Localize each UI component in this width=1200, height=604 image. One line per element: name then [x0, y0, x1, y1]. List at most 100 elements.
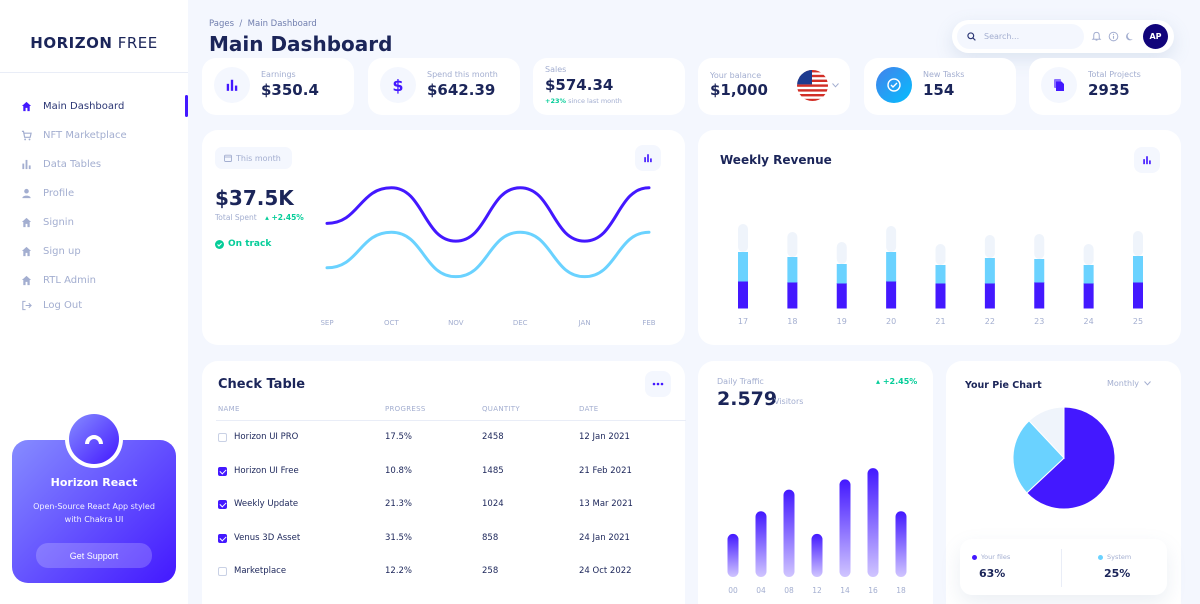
sidebar-item-main-dashboard[interactable]: Main Dashboard: [0, 92, 188, 121]
bar-segment: [1133, 282, 1143, 309]
app-logo[interactable]: HORIZON FREE: [30, 34, 158, 52]
pie-slice-3: [1028, 406, 1065, 460]
bar-segment: [1083, 265, 1094, 284]
table-cell-date: 13 Mar 2021: [579, 499, 633, 509]
person-icon: [20, 188, 32, 200]
stat-card-tasks: New Tasks 154: [864, 58, 1016, 115]
row-checkbox[interactable]: [218, 466, 227, 476]
sidebar-item-label: Main Dashboard: [43, 101, 125, 112]
search-input[interactable]: [984, 32, 1074, 41]
sidebar-item-signin[interactable]: Signin: [0, 208, 188, 237]
sidebar-item-log-out[interactable]: Log Out: [0, 295, 188, 315]
calendar-icon: [224, 154, 232, 162]
us-flag-icon[interactable]: [797, 70, 828, 101]
table-cell-date: 24 Jan 2021: [579, 532, 630, 543]
stat-card-balance: Your balance $1,000: [698, 58, 850, 115]
dollar-icon: $: [380, 67, 416, 103]
column-header-name[interactable]: NAME: [218, 405, 240, 413]
home-icon: [20, 246, 32, 258]
x-tick-label: 17: [738, 317, 748, 326]
pie-legend: Your files 63% System 25%: [960, 539, 1167, 595]
chart-options-button[interactable]: [635, 145, 661, 171]
check-table-title: Check Table: [218, 377, 306, 392]
bar-segment: [886, 226, 897, 252]
sidebar-item-nft-marketplace[interactable]: NFT Marketplace: [0, 121, 188, 150]
legend-value-your-files: 63%: [979, 567, 1006, 580]
column-header-quantity[interactable]: QUANTITY: [482, 405, 520, 413]
pie-slice-2: [1012, 420, 1065, 494]
table-cell-name: Horizon UI Free: [234, 465, 299, 476]
row-checkbox[interactable]: [218, 567, 227, 576]
logout-icon: [20, 299, 32, 311]
traffic-bar: [811, 533, 823, 577]
stat-label: Sales: [545, 65, 567, 74]
legend-dot: [1098, 554, 1103, 560]
bell-icon[interactable]: [1091, 31, 1102, 42]
x-tick-label: 25: [1133, 317, 1143, 326]
pie-slice-1: [1026, 406, 1116, 510]
sidebar-item-rtl-admin[interactable]: RTL Admin: [0, 266, 188, 295]
sidebar-item-label: NFT Marketplace: [43, 130, 127, 141]
row-checkbox[interactable]: [218, 500, 227, 509]
bar-segment: [1133, 256, 1143, 283]
chevron-down-icon: [1144, 381, 1151, 386]
get-support-button[interactable]: Get Support: [36, 543, 152, 568]
daily-traffic-chart: 00 04 08 12 14 16 18: [727, 468, 907, 595]
pie-chart: [1012, 406, 1116, 510]
row-checkbox[interactable]: [218, 433, 227, 442]
table-cell-progress: 31.5%: [385, 532, 413, 543]
bar-segment: [1034, 234, 1045, 259]
stat-label: Your balance: [710, 71, 762, 80]
task-check-icon: [876, 67, 912, 103]
stat-label: Earnings: [261, 70, 296, 79]
table-cell-name: Horizon UI PRO: [234, 432, 299, 442]
stat-value: $1,000: [710, 81, 768, 99]
bar-chart-icon: [20, 159, 32, 171]
search-icon: [967, 32, 976, 41]
table-cell-name: Venus 3D Asset: [234, 532, 301, 543]
stat-value: $574.34: [545, 76, 614, 94]
breadcrumb[interactable]: Pages / Main Dashboard: [209, 19, 317, 29]
stat-label: New Tasks: [923, 70, 965, 79]
stat-value: $350.4: [261, 81, 319, 99]
table-cell-name: Marketplace: [234, 566, 287, 576]
stat-card-projects: Total Projects 2935: [1029, 58, 1181, 115]
search-box[interactable]: [957, 24, 1084, 49]
table-cell-progress: 21.3%: [385, 499, 413, 509]
daily-traffic-value: 2.579: [717, 388, 778, 410]
promo-badge: [65, 410, 123, 468]
traffic-bar: [783, 489, 795, 577]
sidebar-item-data-tables[interactable]: Data Tables: [0, 150, 188, 179]
total-spent-card: This month $37.5K Total Spent ▴ +2.45% O…: [202, 130, 685, 345]
daily-traffic-card: Daily Traffic 2.579 Visitors ▴ +2.45% 00…: [698, 361, 933, 604]
chevron-down-icon[interactable]: [832, 83, 839, 88]
weekly-revenue-title: Weekly Revenue: [720, 153, 832, 167]
column-header-date[interactable]: DATE: [579, 405, 599, 413]
x-tick-label: 04: [756, 586, 766, 595]
traffic-bar: [839, 479, 851, 577]
avatar[interactable]: AP: [1143, 24, 1168, 49]
traffic-bar: [867, 468, 879, 577]
period-selector[interactable]: This month: [215, 147, 292, 169]
sidebar-item-sign-up[interactable]: Sign up: [0, 237, 188, 266]
series-line-2: [325, 230, 651, 279]
table-cell-quantity: 1485: [482, 465, 504, 476]
sidebar-nav: Main Dashboard NFT Marketplace Data Tabl…: [0, 92, 188, 315]
column-header-progress[interactable]: PROGRESS: [385, 405, 426, 413]
sidebar-item-profile[interactable]: Profile: [0, 179, 188, 208]
moon-icon[interactable]: [1125, 31, 1136, 42]
x-tick-label: 23: [1034, 317, 1044, 326]
x-tick-label: JAN: [578, 319, 591, 327]
period-dropdown[interactable]: Monthly: [1107, 379, 1151, 388]
sidebar-item-label: Profile: [43, 188, 75, 199]
stat-value: $642.39: [427, 81, 496, 99]
more-options-button[interactable]: [645, 371, 671, 397]
row-checkbox[interactable]: [218, 533, 227, 543]
chart-options-button[interactable]: [1134, 147, 1160, 173]
bar-segment: [886, 281, 897, 309]
table-cell-date: 12 Jan 2021: [579, 432, 630, 442]
x-tick-label: 00: [728, 586, 738, 595]
info-icon[interactable]: [1108, 31, 1119, 42]
bar-segment: [1083, 244, 1094, 265]
table-cell-date: 21 Feb 2021: [579, 465, 632, 476]
